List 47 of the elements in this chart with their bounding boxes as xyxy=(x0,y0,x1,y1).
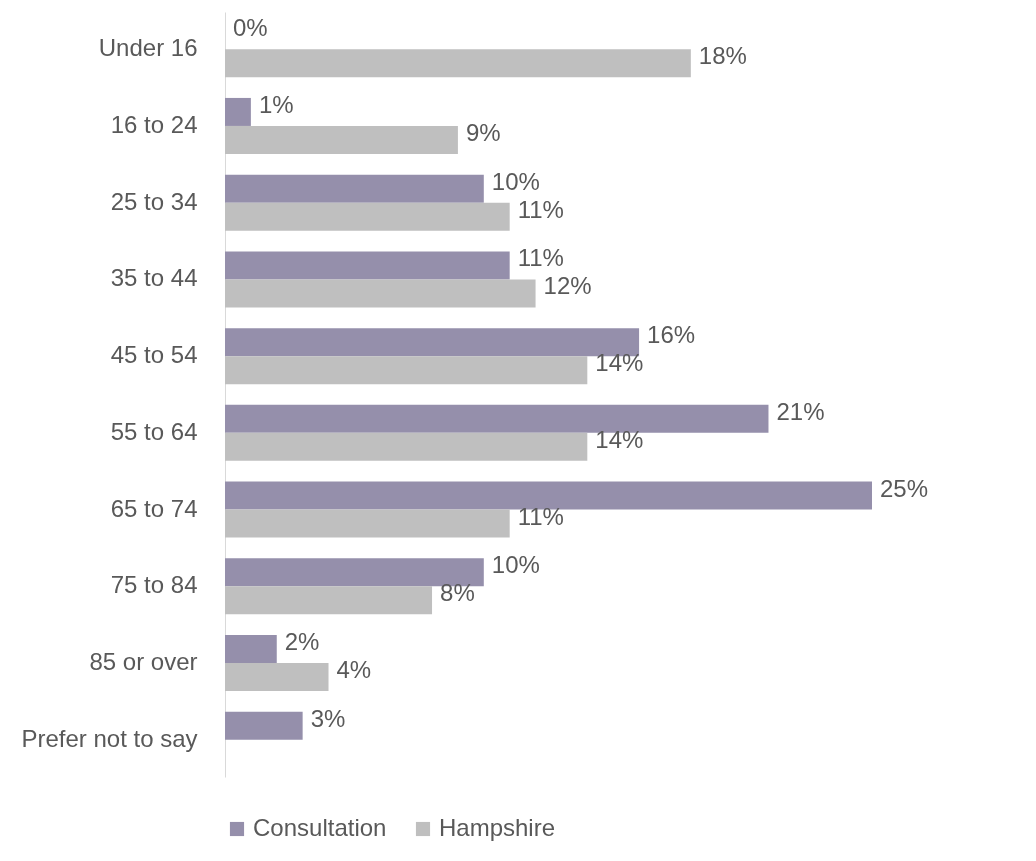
bar xyxy=(225,509,510,538)
data-label: 1% xyxy=(258,90,294,118)
y-tick-label: 45 to 54 xyxy=(110,341,198,369)
bar xyxy=(225,49,691,78)
data-label: 4% xyxy=(336,656,372,684)
data-label: 10% xyxy=(491,167,540,195)
y-tick-label: 65 to 74 xyxy=(110,494,198,522)
data-label: 3% xyxy=(310,704,346,732)
y-tick-label: 25 to 34 xyxy=(110,187,198,215)
data-label: 2% xyxy=(284,628,320,656)
bar xyxy=(225,663,329,692)
bar xyxy=(225,481,872,510)
y-tick-label: 16 to 24 xyxy=(110,110,198,138)
data-label: 14% xyxy=(595,425,644,453)
bar xyxy=(225,711,303,740)
bar xyxy=(225,125,458,154)
bar xyxy=(225,432,588,461)
y-tick-label: 35 to 44 xyxy=(110,264,198,292)
data-label: 21% xyxy=(776,397,825,425)
data-label: 12% xyxy=(543,272,592,300)
legend-label: Hampshire xyxy=(439,814,556,841)
bar xyxy=(225,404,769,433)
data-label: 10% xyxy=(491,551,540,579)
legend-label: Consultation xyxy=(253,814,387,841)
data-label: 9% xyxy=(465,118,501,146)
data-label: 14% xyxy=(595,349,644,377)
bar xyxy=(225,279,536,308)
data-label: 18% xyxy=(698,42,747,70)
data-label: 25% xyxy=(880,474,929,502)
y-tick-label: 75 to 84 xyxy=(110,571,198,599)
data-label: 0% xyxy=(233,14,268,42)
bar xyxy=(225,586,433,615)
data-label: 16% xyxy=(647,321,696,349)
data-label: 11% xyxy=(517,244,564,272)
data-label: 11% xyxy=(517,195,564,223)
bar xyxy=(225,97,251,126)
data-label: 11% xyxy=(517,502,564,530)
y-tick-label: Under 16 xyxy=(98,34,198,62)
bar xyxy=(225,251,510,280)
y-tick-label: 85 or over xyxy=(89,648,198,676)
data-label: 8% xyxy=(440,579,475,607)
bar xyxy=(225,356,588,385)
y-tick-label: 55 to 64 xyxy=(110,417,198,445)
bar xyxy=(225,202,510,231)
y-tick-label: Prefer not to say xyxy=(21,724,198,752)
bar xyxy=(225,174,484,203)
bar xyxy=(225,635,277,664)
